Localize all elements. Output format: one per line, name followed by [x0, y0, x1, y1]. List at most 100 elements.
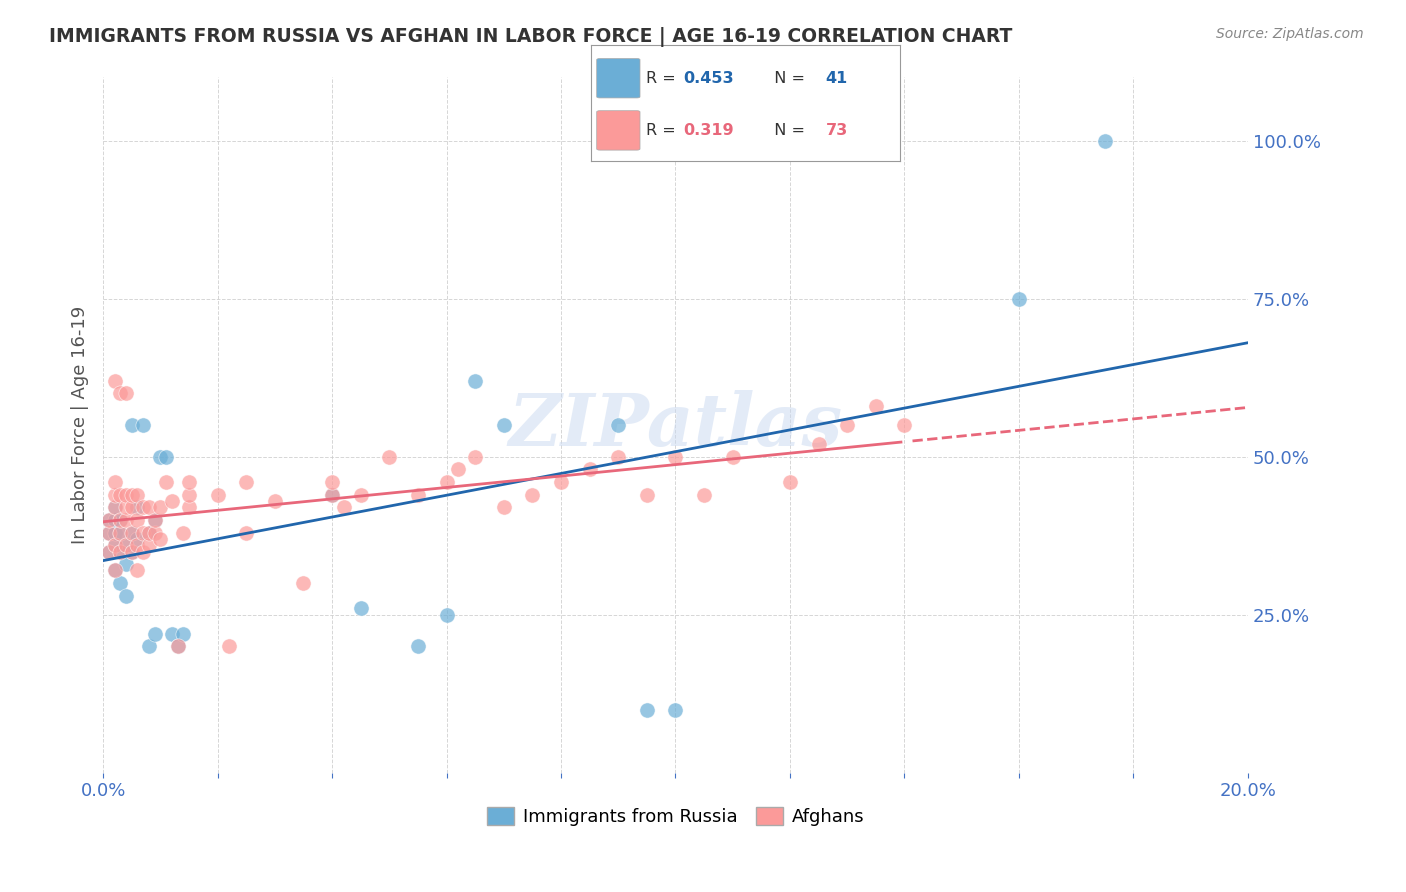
Point — [721, 450, 744, 464]
Point — [607, 418, 630, 433]
FancyBboxPatch shape — [596, 111, 640, 150]
Point — [160, 494, 183, 508]
Text: 41: 41 — [825, 70, 848, 86]
Point — [121, 525, 143, 540]
Point — [132, 525, 155, 540]
Point — [149, 500, 172, 515]
Point — [321, 488, 343, 502]
Point — [207, 488, 229, 502]
Point — [893, 418, 915, 433]
Point — [115, 488, 138, 502]
Point — [779, 475, 801, 489]
Point — [155, 475, 177, 489]
Text: 0.319: 0.319 — [683, 123, 734, 138]
Point — [110, 544, 132, 558]
Y-axis label: In Labor Force | Age 16-19: In Labor Force | Age 16-19 — [72, 306, 89, 544]
Point — [143, 513, 166, 527]
Point — [406, 640, 429, 654]
Point — [166, 640, 188, 654]
Point — [121, 418, 143, 433]
Point — [138, 640, 160, 654]
Point — [127, 513, 149, 527]
Point — [447, 462, 470, 476]
Point — [664, 450, 686, 464]
Point — [110, 513, 132, 527]
Point — [350, 601, 373, 615]
FancyBboxPatch shape — [596, 59, 640, 98]
Point — [664, 702, 686, 716]
Point — [522, 488, 544, 502]
Point — [321, 488, 343, 502]
Point — [121, 500, 143, 515]
Point — [235, 525, 257, 540]
Point — [115, 557, 138, 571]
Point — [143, 626, 166, 640]
Point — [636, 488, 658, 502]
Point — [103, 538, 125, 552]
Point — [110, 513, 132, 527]
Point — [166, 640, 188, 654]
Point — [550, 475, 572, 489]
Point — [110, 544, 132, 558]
Point — [110, 525, 132, 540]
Point — [132, 544, 155, 558]
Point — [121, 544, 143, 558]
Point — [132, 418, 155, 433]
Point — [321, 475, 343, 489]
Point — [492, 500, 515, 515]
Text: N =: N = — [763, 123, 810, 138]
Point — [155, 450, 177, 464]
Text: 73: 73 — [825, 123, 848, 138]
Point — [378, 450, 401, 464]
Point — [103, 513, 125, 527]
Point — [693, 488, 716, 502]
Point — [121, 544, 143, 558]
Point — [807, 437, 830, 451]
Point — [160, 626, 183, 640]
Point — [115, 500, 138, 515]
Point — [127, 532, 149, 546]
Point — [110, 525, 132, 540]
Point — [103, 500, 125, 515]
Point — [143, 525, 166, 540]
Point — [97, 513, 120, 527]
Point — [103, 500, 125, 515]
Point — [436, 475, 458, 489]
Point — [149, 532, 172, 546]
Text: R =: R = — [647, 70, 681, 86]
Point — [115, 513, 138, 527]
Point — [263, 494, 285, 508]
Point — [115, 386, 138, 401]
Text: ZIPatlas: ZIPatlas — [509, 390, 842, 460]
Text: IMMIGRANTS FROM RUSSIA VS AFGHAN IN LABOR FORCE | AGE 16-19 CORRELATION CHART: IMMIGRANTS FROM RUSSIA VS AFGHAN IN LABO… — [49, 27, 1012, 46]
Point — [218, 640, 240, 654]
Point — [292, 576, 315, 591]
Point — [406, 488, 429, 502]
Point — [837, 418, 859, 433]
Point — [115, 538, 138, 552]
Point — [110, 386, 132, 401]
Text: N =: N = — [763, 70, 810, 86]
Point — [127, 488, 149, 502]
Point — [492, 418, 515, 433]
Point — [138, 525, 160, 540]
Point — [172, 626, 194, 640]
Point — [172, 525, 194, 540]
Point — [103, 488, 125, 502]
Point — [177, 500, 200, 515]
Point — [138, 525, 160, 540]
Point — [97, 525, 120, 540]
Point — [103, 475, 125, 489]
Point — [110, 488, 132, 502]
Point — [103, 564, 125, 578]
Text: 0.453: 0.453 — [683, 70, 734, 86]
Text: Source: ZipAtlas.com: Source: ZipAtlas.com — [1216, 27, 1364, 41]
Point — [636, 702, 658, 716]
Legend: Immigrants from Russia, Afghans: Immigrants from Russia, Afghans — [479, 799, 872, 833]
Point — [97, 513, 120, 527]
Point — [97, 544, 120, 558]
Point — [103, 564, 125, 578]
Point — [578, 462, 600, 476]
Point — [121, 488, 143, 502]
Point — [143, 513, 166, 527]
